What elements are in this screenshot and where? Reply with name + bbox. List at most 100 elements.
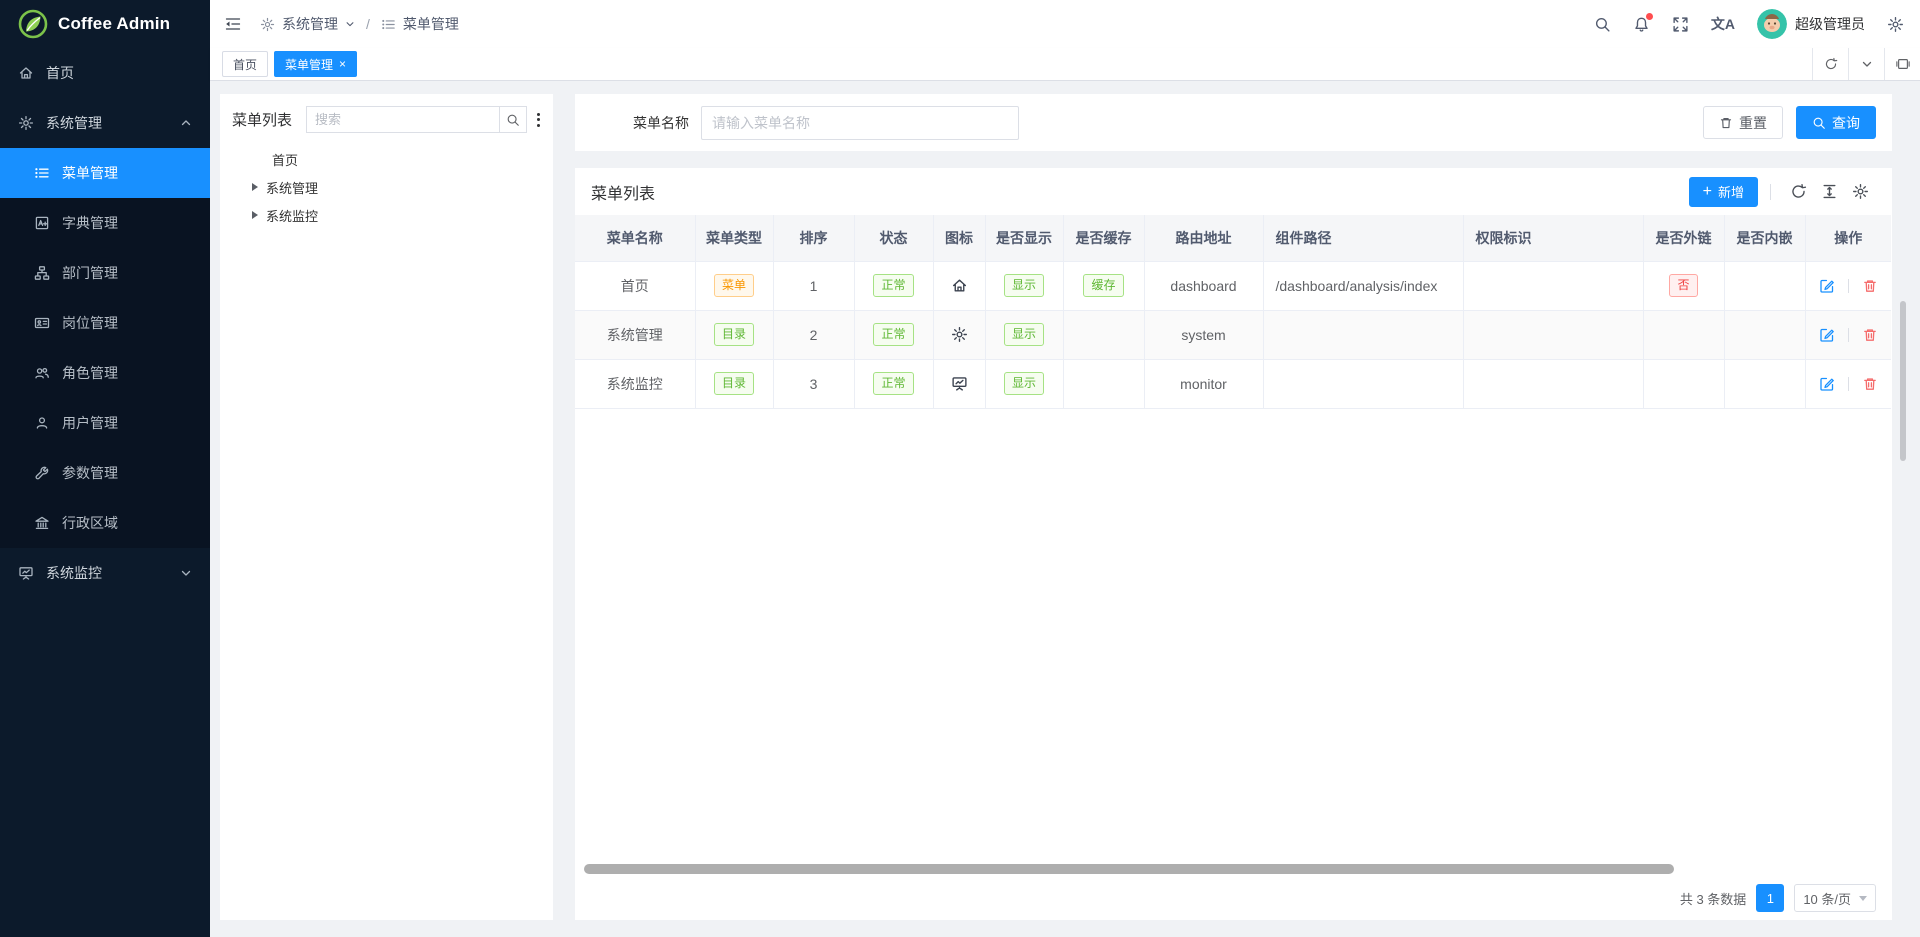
edit-icon[interactable] <box>1819 278 1835 294</box>
cell-menu-name: 首页 <box>575 260 696 311</box>
page-button-1[interactable]: 1 <box>1756 884 1785 912</box>
cell-cache <box>1062 358 1145 409</box>
plus-icon: + <box>1702 182 1712 200</box>
sidebar-item-label: 系统监控 <box>46 565 102 581</box>
tree-node-label: 系统管理 <box>266 180 319 196</box>
add-button[interactable]: + 新增 <box>1688 176 1758 207</box>
status-tag: 正常 <box>873 372 914 395</box>
column-header: 是否内嵌 <box>1723 215 1806 262</box>
chevron-down-icon[interactable] <box>1848 48 1884 80</box>
delete-icon[interactable] <box>1862 278 1878 294</box>
avatar <box>1757 9 1787 39</box>
menu-name-input[interactable] <box>701 105 1019 140</box>
cell-embedded <box>1723 309 1806 360</box>
visible-tag: 显示 <box>1003 323 1044 346</box>
page-size-select[interactable]: 10 条/页 <box>1794 884 1876 912</box>
refresh-icon[interactable] <box>1812 48 1848 80</box>
cell-component: /dashboard/analysis/index <box>1262 260 1464 311</box>
status-tag: 正常 <box>873 323 914 346</box>
tree-node-home[interactable]: 首页 <box>232 145 541 173</box>
fullscreen-icon[interactable] <box>1672 16 1689 33</box>
tree-node-monitor[interactable]: 系统监控 <box>232 201 541 229</box>
user-menu[interactable]: 超级管理员 <box>1757 9 1865 39</box>
expand-arrow-icon[interactable] <box>252 183 258 191</box>
bank-icon <box>34 515 50 531</box>
tab-home[interactable]: 首页 <box>222 51 269 77</box>
sidebar-item-post-mgmt[interactable]: 岗位管理 <box>0 298 210 348</box>
sidebar-item-system[interactable]: 系统管理 <box>0 98 210 148</box>
logo[interactable]: Coffee Admin <box>0 0 210 48</box>
edit-icon[interactable] <box>1819 327 1835 343</box>
visible-tag: 显示 <box>1003 372 1044 395</box>
search-icon[interactable] <box>1594 16 1611 33</box>
cell-cache <box>1062 309 1145 360</box>
column-header: 菜单类型 <box>694 215 774 262</box>
horizontal-scrollbar-thumb[interactable] <box>584 864 1674 874</box>
tree-search-input[interactable] <box>306 106 500 133</box>
topbar: 系统管理 / 菜单管理 <box>210 0 1920 48</box>
close-icon[interactable]: × <box>339 57 347 71</box>
breadcrumb-item[interactable]: 系统管理 <box>282 16 338 32</box>
column-header: 权限标识 <box>1462 215 1644 262</box>
menu-table: 菜单名称 菜单类型 排序 状态 图标 是否显示 是否缓存 路由地址 组件路径 权… <box>575 215 1891 409</box>
search-submit-button[interactable]: 查询 <box>1796 106 1876 139</box>
reset-button-label: 重置 <box>1739 114 1767 131</box>
sidebar-item-role-mgmt[interactable]: 角色管理 <box>0 348 210 398</box>
sidebar-item-label: 菜单管理 <box>62 165 118 181</box>
cell-order: 1 <box>772 260 855 311</box>
roles-icon <box>34 365 50 381</box>
sidebar-item-label: 部门管理 <box>62 265 118 281</box>
search-icon[interactable] <box>499 106 528 133</box>
cell-route: dashboard <box>1143 260 1264 311</box>
cell-menu-name: 系统监控 <box>575 358 696 409</box>
row-height-icon[interactable] <box>1821 183 1838 200</box>
type-tag: 目录 <box>713 372 754 395</box>
query-label: 菜单名称 <box>633 114 689 131</box>
edit-icon[interactable] <box>1819 376 1835 392</box>
sidebar-item-user-mgmt[interactable]: 用户管理 <box>0 398 210 448</box>
wrench-icon <box>34 465 50 481</box>
cell-route: system <box>1143 309 1264 360</box>
menu-tree-panel: 菜单列表 首页 系统管理 <box>220 94 553 920</box>
reset-button[interactable]: 重置 <box>1703 106 1783 139</box>
home-icon <box>951 277 968 294</box>
cell-permission <box>1462 309 1644 360</box>
search-icon <box>1812 116 1826 130</box>
refresh-icon[interactable] <box>1790 183 1807 200</box>
vertical-scrollbar-thumb[interactable] <box>1900 301 1906 461</box>
collapse-sidebar-icon[interactable] <box>224 15 242 33</box>
cell-external <box>1642 309 1725 360</box>
sidebar-item-home[interactable]: 首页 <box>0 48 210 98</box>
tree-node-system[interactable]: 系统管理 <box>232 173 541 201</box>
cell-permission <box>1462 260 1644 311</box>
translate-icon[interactable]: 文A <box>1710 16 1735 32</box>
breadcrumb-separator: / <box>366 16 370 32</box>
toolbar-divider <box>1770 183 1771 200</box>
column-settings-gear-icon[interactable] <box>1852 183 1869 200</box>
sidebar-item-dept-mgmt[interactable]: 部门管理 <box>0 248 210 298</box>
external-tag: 否 <box>1669 274 1698 297</box>
column-header: 图标 <box>932 215 986 262</box>
column-header: 是否外链 <box>1642 215 1725 262</box>
column-header: 状态 <box>853 215 934 262</box>
maximize-icon[interactable] <box>1884 48 1920 80</box>
tree-header: 菜单列表 <box>232 106 541 133</box>
tab-menu-mgmt[interactable]: 菜单管理 × <box>274 51 358 77</box>
sidebar-item-dict-mgmt[interactable]: 字典管理 <box>0 198 210 248</box>
kebab-menu-icon[interactable] <box>535 112 541 127</box>
sidebar-item-monitor[interactable]: 系统监控 <box>0 548 210 598</box>
operation-divider <box>1847 328 1849 343</box>
expand-arrow-icon[interactable] <box>252 211 258 219</box>
visible-tag: 显示 <box>1003 274 1044 297</box>
column-header: 路由地址 <box>1143 215 1264 262</box>
sidebar-item-region[interactable]: 行政区域 <box>0 498 210 548</box>
sidebar-item-menu-mgmt[interactable]: 菜单管理 <box>0 148 210 198</box>
page-size-value: 10 条/页 <box>1803 891 1851 907</box>
breadcrumb: 系统管理 / 菜单管理 <box>260 14 459 34</box>
bell-icon[interactable] <box>1633 12 1653 33</box>
settings-gear-icon[interactable] <box>1887 16 1904 33</box>
delete-icon[interactable] <box>1862 327 1878 343</box>
delete-icon[interactable] <box>1862 376 1878 392</box>
sidebar-item-param-mgmt[interactable]: 参数管理 <box>0 448 210 498</box>
cell-component <box>1262 358 1464 409</box>
